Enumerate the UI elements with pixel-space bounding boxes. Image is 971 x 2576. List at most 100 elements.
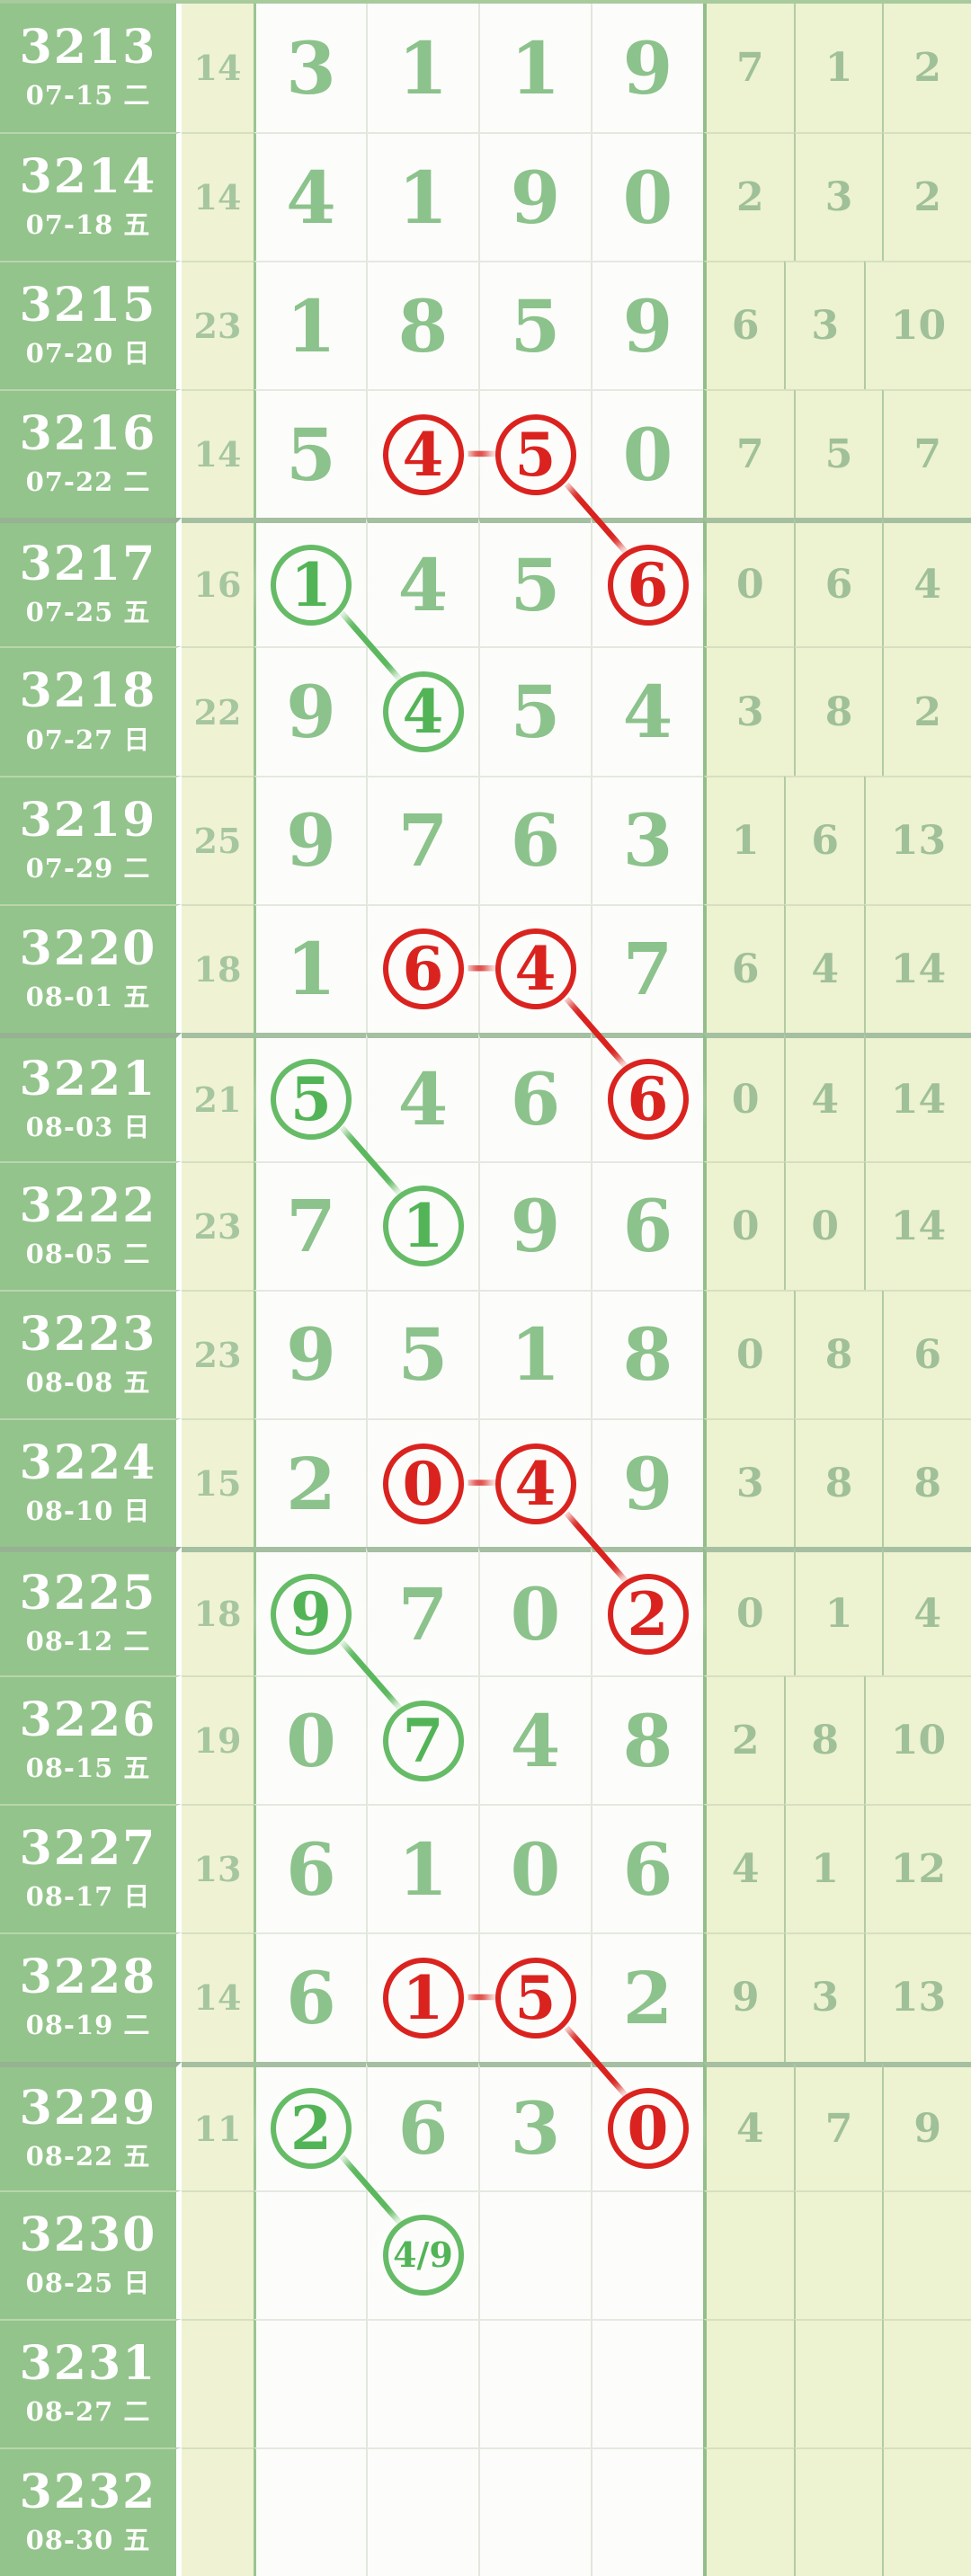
digit-value: 5 <box>286 412 336 497</box>
digit-cell: 4 <box>254 132 366 262</box>
digit-cell: 6 <box>591 518 703 647</box>
table-row: 3214 07-18 五 14 4 1 9 0 2 3 2 <box>0 132 971 262</box>
digit-value: 0 <box>627 2093 669 2164</box>
issue-cell: 3225 08-12 二 <box>0 1547 182 1676</box>
stat-cell: 3 <box>703 1418 794 1548</box>
trend-circle-red: 4 <box>382 413 464 495</box>
sum-cell <box>182 2447 254 2576</box>
issue-cell: 3228 08-19 二 <box>0 1932 182 2062</box>
draw-date: 07-18 五 <box>25 209 151 241</box>
digit-cell <box>366 2447 478 2576</box>
draw-date: 07-29 二 <box>25 852 151 884</box>
draw-date: 08-27 二 <box>25 2395 151 2427</box>
stat-cell <box>703 2447 794 2576</box>
digit-cell <box>254 2190 366 2319</box>
digit-cell: 5 <box>478 261 591 390</box>
digit-value: 1 <box>510 25 561 111</box>
stat-cell: 13 <box>863 775 971 904</box>
digit-value: 6 <box>622 1184 673 1269</box>
stat-cell: 8 <box>793 1289 883 1419</box>
draw-date: 08-01 五 <box>25 981 151 1012</box>
stat-cell: 0 <box>703 1160 785 1290</box>
sum-cell: 23 <box>182 1289 254 1419</box>
digit-value: 1 <box>397 1826 449 1912</box>
trend-circle-red: 4 <box>494 928 576 1010</box>
trend-circle-green: 9 <box>271 1573 352 1655</box>
digit-cell <box>478 2190 591 2319</box>
trend-circle-red: 1 <box>382 1957 464 2039</box>
digit-cell: 5 <box>478 646 591 776</box>
sum-cell: 18 <box>182 1547 254 1676</box>
stat-cell <box>882 2447 971 2576</box>
stat-cell: 6 <box>784 775 864 904</box>
trend-circle-green: 1 <box>271 544 352 626</box>
issue-number: 3223 <box>19 1306 157 1362</box>
digit-value: 9 <box>510 1184 561 1269</box>
issue-cell: 3223 08-08 五 <box>0 1289 182 1419</box>
table-row: 3219 07-29 二 25 9 7 6 3 1 6 13 <box>0 775 971 904</box>
digit-cell: 1 <box>366 1804 478 1933</box>
sum-cell: 19 <box>182 1675 254 1805</box>
issue-number: 3225 <box>19 1566 157 1621</box>
digit-value: 4 <box>397 1057 449 1142</box>
trend-circle-red: 0 <box>607 2088 689 2170</box>
digit-cell: 2 <box>591 1932 703 2062</box>
sum-cell: 23 <box>182 1160 254 1290</box>
digit-value: 5 <box>510 283 561 369</box>
digit-cell: 6 <box>254 1804 366 1933</box>
table-row: 3222 08-05 二 23 7 1 9 6 0 0 14 <box>0 1160 971 1290</box>
trend-circle-red: 0 <box>382 1443 464 1524</box>
draw-date: 08-03 日 <box>25 1111 151 1142</box>
digit-value: 7 <box>397 1571 449 1657</box>
digit-cell: 0 <box>478 1804 591 1933</box>
digit-cell: 4 <box>366 1032 478 1161</box>
trend-circle-red: 6 <box>607 1059 689 1141</box>
digit-value: 9 <box>290 1578 332 1649</box>
issue-cell: 3231 08-27 二 <box>0 2318 182 2447</box>
issue-number: 3221 <box>19 1051 157 1106</box>
issue-number: 3214 <box>19 149 157 205</box>
digit-value: 0 <box>402 1448 444 1519</box>
stat-cell <box>793 2190 883 2319</box>
issue-number: 3222 <box>19 1177 157 1233</box>
draw-date: 08-08 五 <box>25 1367 151 1399</box>
stat-cell <box>882 2318 971 2447</box>
sum-cell: 15 <box>182 1418 254 1548</box>
table-row: 3220 08-01 五 18 1 6 4 7 6 4 14 <box>0 903 971 1033</box>
trend-circle-red: 6 <box>382 928 464 1010</box>
digit-value: 4 <box>286 155 336 240</box>
table-row: 3223 08-08 五 23 9 5 1 8 0 8 6 <box>0 1289 971 1419</box>
draw-date: 08-10 日 <box>25 1496 151 1527</box>
digit-value: 6 <box>627 549 669 620</box>
stat-cell: 3 <box>784 261 864 390</box>
digit-cell: 2 <box>591 1547 703 1676</box>
digit-value: 6 <box>286 1826 336 1912</box>
issue-cell: 3219 07-29 二 <box>0 775 182 904</box>
issue-number: 3224 <box>19 1435 157 1491</box>
digit-value: 1 <box>402 1962 444 2033</box>
draw-date: 07-22 二 <box>25 466 151 498</box>
stat-cell: 2 <box>882 4 971 133</box>
trend-circle-red: 5 <box>494 413 576 495</box>
digit-value: 1 <box>290 549 332 620</box>
issue-cell: 3221 08-03 日 <box>0 1032 182 1161</box>
stat-cell <box>793 2447 883 2576</box>
draw-date: 08-25 日 <box>25 2267 151 2298</box>
stat-cell: 3 <box>784 1932 864 2062</box>
digit-cell: 1 <box>254 261 366 390</box>
digit-value: 1 <box>510 1312 561 1398</box>
stat-cell: 6 <box>793 518 883 647</box>
draw-date: 07-20 日 <box>25 338 151 369</box>
table-row: 3228 08-19 二 14 6 1 5 2 9 3 13 <box>0 1932 971 2062</box>
digit-value: 6 <box>397 2086 449 2172</box>
stat-cell: 0 <box>703 1032 785 1161</box>
trend-circle-green: 4/9 <box>382 2215 464 2296</box>
digit-cell: 4 <box>366 646 478 776</box>
sum-cell: 11 <box>182 2061 254 2190</box>
digit-value: 1 <box>402 1191 444 1262</box>
stat-cell: 12 <box>863 1804 971 1933</box>
stat-cell: 7 <box>882 389 971 519</box>
table-row: 3224 08-10 日 15 2 0 4 9 3 8 8 <box>0 1418 971 1548</box>
sum-cell: 14 <box>182 132 254 262</box>
stat-cell: 4 <box>784 903 864 1033</box>
